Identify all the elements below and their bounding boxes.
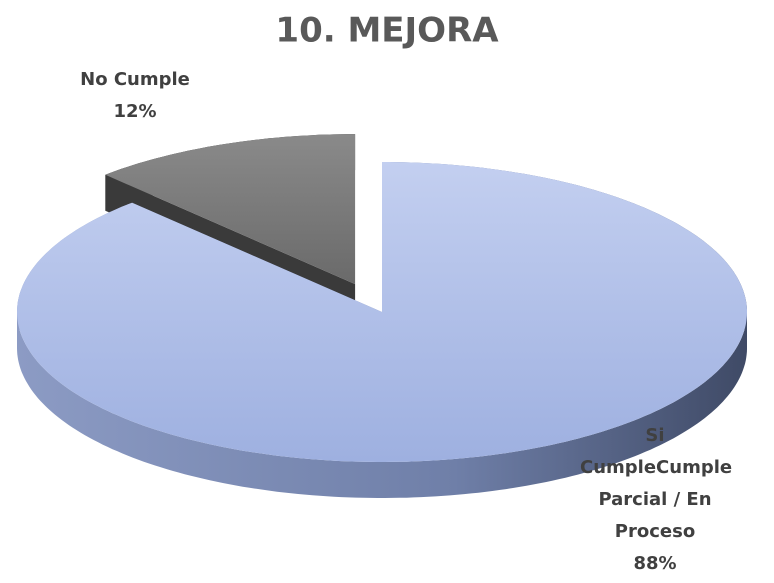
slice-label: Si CumpleCumple Parcial / En Proceso 88% xyxy=(580,420,733,580)
category-label: No Cumple xyxy=(80,69,190,90)
chart-title: 10. MEJORA xyxy=(275,11,499,51)
slice xyxy=(17,162,747,462)
category-label: Si CumpleCumple Parcial / En Proceso xyxy=(580,425,733,542)
slice-label: No Cumple 12% xyxy=(40,64,230,128)
value-label: 12% xyxy=(113,101,157,122)
slice xyxy=(105,134,356,285)
value-label: 88% xyxy=(633,553,677,574)
